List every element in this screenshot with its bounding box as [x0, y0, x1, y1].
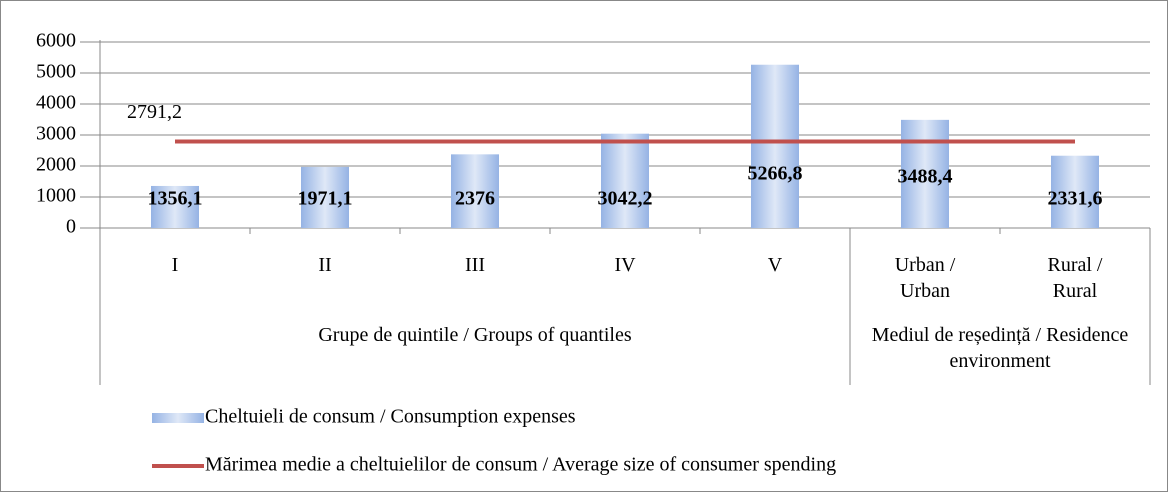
group-label: Mediul de reședință / Residence environm…: [871, 324, 1129, 372]
data-label: 5266,8: [748, 163, 803, 185]
data-label: 1971,1: [298, 188, 353, 210]
bar: [151, 185, 199, 228]
y-tick-label: 1000: [36, 185, 76, 207]
data-label: 2376: [455, 188, 495, 210]
y-tick-label: 2000: [36, 154, 76, 176]
bar: [601, 133, 649, 228]
bar: [901, 119, 949, 228]
bar: [751, 64, 799, 228]
data-label: 1356,1: [148, 188, 203, 210]
x-tick-label: I: [171, 254, 179, 276]
data-label: 2791,2: [127, 101, 182, 123]
legend-label: Cheltuieli de consum / Consumption expen…: [205, 406, 576, 428]
x-tick-label: Rural / Rural: [1047, 254, 1103, 302]
legend-swatch: [152, 413, 204, 423]
y-tick-label: 0: [66, 216, 76, 238]
y-tick-label: 6000: [36, 30, 76, 52]
x-tick-label: V: [767, 254, 783, 276]
bar: [451, 154, 499, 228]
x-tick-label: IV: [614, 254, 636, 276]
legend-label: Mărimea medie a cheltuielilor de consum …: [205, 454, 836, 476]
data-label: 3488,4: [898, 166, 953, 188]
x-tick-label: II: [318, 254, 332, 276]
y-tick-label: 5000: [36, 61, 76, 83]
bar: [1051, 155, 1099, 228]
x-tick-label: III: [465, 254, 485, 276]
x-tick-label: Urban / Urban: [894, 254, 956, 302]
data-label: 3042,2: [598, 188, 653, 210]
bar: [301, 166, 349, 228]
y-tick-label: 4000: [36, 92, 76, 114]
group-label: Grupe de quintile / Groups of quantiles: [318, 324, 632, 346]
data-label: 2331,6: [1048, 188, 1103, 210]
y-tick-label: 3000: [36, 123, 76, 145]
